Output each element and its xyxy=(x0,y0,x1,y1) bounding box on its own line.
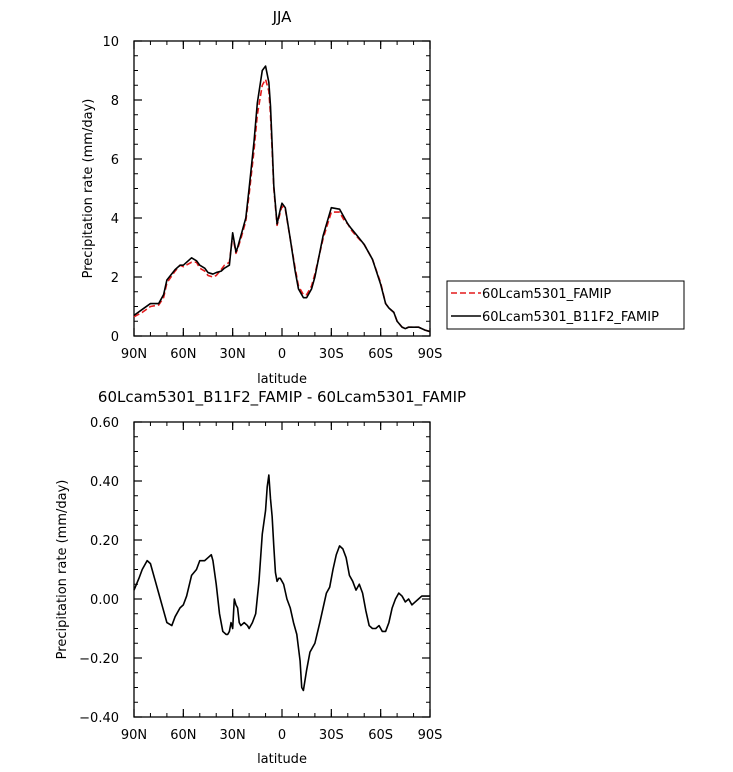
legend-box xyxy=(446,280,685,330)
chart2-series-line-0 xyxy=(133,474,430,692)
chart2-x-tick-label: 60N xyxy=(170,728,196,743)
chart2-xlabel: latitude xyxy=(257,752,307,767)
chart2-y-tick-label: 0.60 xyxy=(90,416,119,431)
chart2-y-tick-label: −0.40 xyxy=(79,711,119,726)
chart1-x-tick-label: 90S xyxy=(418,347,443,362)
chart2-y-tick-label: 0.00 xyxy=(90,593,119,608)
chart2-y-tick-label: −0.20 xyxy=(79,652,119,667)
chart1-legend: 60Lcam5301_FAMIP 60Lcam5301_B11F2_FAMIP xyxy=(446,280,685,330)
chart2-x-tick-label: 0 xyxy=(278,728,286,743)
chart1-ylabel: Precipitation rate (mm/day) xyxy=(81,99,96,279)
legend-label-0: 60Lcam5301_FAMIP xyxy=(482,287,611,302)
chart2-ylabel: Precipitation rate (mm/day) xyxy=(55,480,70,660)
chart1-y-tick-label: 2 xyxy=(111,271,119,286)
chart1-series-line-1 xyxy=(133,65,431,333)
chart1-x-tick-label: 30N xyxy=(220,347,246,362)
chart2-frame xyxy=(133,421,431,718)
chart2-x-tick-label: 90S xyxy=(418,728,443,743)
chart1-x-tick-label: 0 xyxy=(278,347,286,362)
chart2-y-tick-label: 0.20 xyxy=(90,534,119,549)
chart1-frame xyxy=(133,40,431,337)
chart1-y-tick-label: 6 xyxy=(111,153,119,168)
chart1-x-tick-label: 90N xyxy=(121,347,147,362)
chart2-y-tick-label: 0.40 xyxy=(90,475,119,490)
chart1-y-tick-label: 0 xyxy=(111,330,119,345)
chart1-x-tick-label: 30S xyxy=(319,347,344,362)
chart1-y-tick-label: 4 xyxy=(111,212,119,227)
chart2-x-tick-label: 30N xyxy=(220,728,246,743)
chart1-y-tick-label: 8 xyxy=(111,94,119,109)
chart1-x-tick-label: 60S xyxy=(368,347,393,362)
chart1-xlabel: latitude xyxy=(257,372,307,387)
chart1-y-tick-label: 10 xyxy=(102,35,119,50)
chart2-title: 60Lcam5301_B11F2_FAMIP - 60Lcam5301_FAMI… xyxy=(98,388,466,407)
chart2-x-tick-label: 30S xyxy=(319,728,344,743)
chart1-x-tick-label: 60N xyxy=(170,347,196,362)
chart2-x-tick-label: 90N xyxy=(121,728,147,743)
chart2-x-tick-label: 60S xyxy=(368,728,393,743)
legend-label-1: 60Lcam5301_B11F2_FAMIP xyxy=(482,310,659,325)
chart1-title: JJA xyxy=(272,8,293,26)
